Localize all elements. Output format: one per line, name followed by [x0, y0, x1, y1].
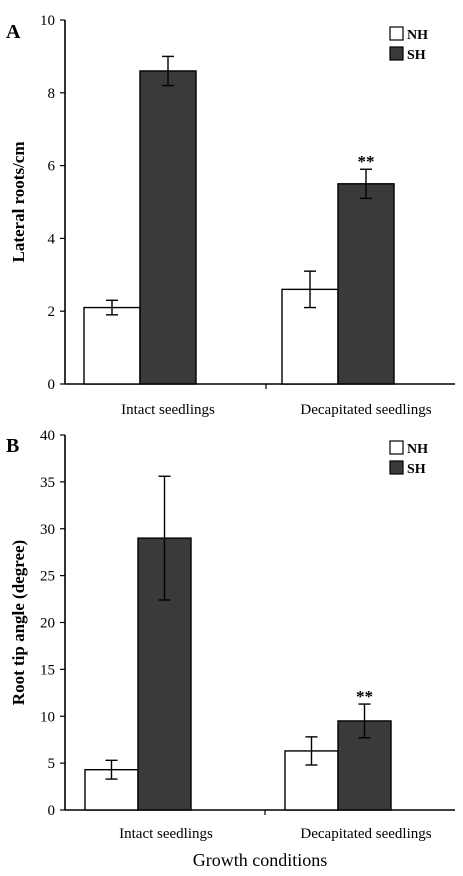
x-axis-label: Growth conditions	[193, 850, 328, 870]
legend-swatch	[389, 460, 404, 475]
legend-swatch	[389, 26, 404, 41]
y-tick-label: 0	[48, 377, 56, 393]
legend-swatch	[389, 440, 404, 455]
y-tick-label: 25	[40, 569, 55, 585]
legend-label: SH	[407, 48, 426, 63]
y-axis-label: Lateral roots/cm	[9, 141, 28, 262]
y-tick-label: 20	[40, 616, 55, 632]
x-category-label: Intact seedlings	[121, 402, 215, 418]
legend-swatch	[389, 46, 404, 61]
y-tick-label: 35	[40, 475, 55, 491]
bar-sh	[337, 183, 395, 385]
bar-nh	[284, 750, 339, 811]
y-tick-label: 10	[40, 13, 55, 29]
legend-label: NH	[407, 28, 428, 43]
legend-label: NH	[407, 442, 428, 457]
y-tick-label: 4	[48, 231, 56, 247]
y-axis-label: Root tip angle (degree)	[9, 540, 28, 705]
y-tick-label: 5	[48, 756, 56, 772]
y-tick-label: 8	[48, 86, 56, 102]
bar-sh	[139, 70, 197, 385]
y-tick-label: 40	[40, 428, 55, 444]
panel-label: B	[6, 435, 19, 457]
significance-marker: **	[358, 152, 375, 171]
y-tick-label: 2	[48, 304, 56, 320]
x-category-label: Decapitated seedlings	[300, 402, 431, 418]
chart-panel-a: 0 2 4 6 8 10 A Lateral roots/cm Intact seedlings…	[6, 13, 455, 418]
y-tick-label: 0	[48, 803, 56, 819]
chart-panel-b: 0 5 10 15 20 25 30 35 40 B Root tip angle (degree)…	[6, 428, 455, 870]
y-tick-label: 15	[40, 662, 55, 678]
bar-nh	[83, 306, 141, 385]
panel-label: A	[6, 21, 21, 43]
significance-marker: **	[356, 687, 373, 706]
x-category-label: Decapitated seedlings	[300, 826, 431, 842]
x-category-label: Intact seedlings	[119, 826, 213, 842]
y-tick-label: 10	[40, 709, 55, 725]
y-tick-label: 6	[48, 159, 56, 175]
y-tick-label: 30	[40, 522, 55, 538]
legend-label: SH	[407, 462, 426, 477]
